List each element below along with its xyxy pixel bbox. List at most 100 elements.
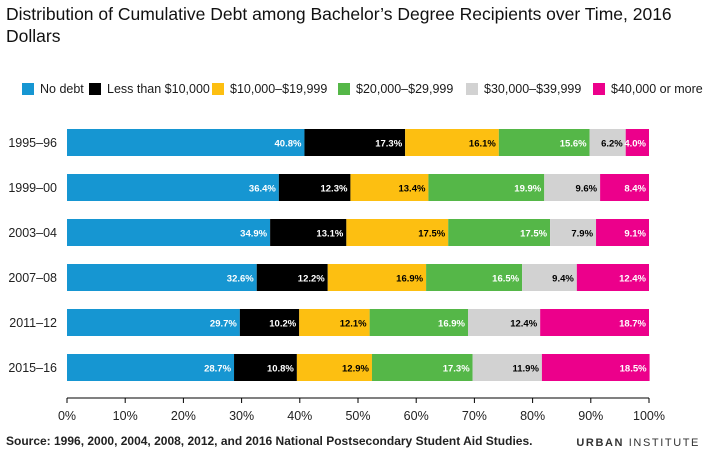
category-label: 2011–12: [9, 316, 57, 330]
data-label: 12.3%: [320, 183, 347, 194]
bar-segment: [426, 264, 523, 291]
legend-label: $40,000 or more: [611, 82, 703, 96]
urban-institute-logo: URBAN INSTITUTE: [576, 437, 700, 449]
bar-segment: [67, 174, 279, 201]
data-label: 15.6%: [560, 138, 587, 149]
legend-swatch: [212, 83, 224, 95]
bar-segment: [596, 219, 649, 246]
bar-segment: [405, 129, 499, 156]
data-label: 16.1%: [469, 138, 496, 149]
legend-swatch: [22, 83, 34, 95]
bar-segment: [67, 264, 257, 291]
bar-segment: [327, 264, 427, 291]
data-label: 32.6%: [227, 273, 254, 284]
bar-segment: [544, 174, 601, 201]
category-label: 2007–08: [8, 271, 57, 285]
data-label: 16.9%: [438, 318, 465, 329]
brand-light: INSTITUTE: [628, 437, 700, 449]
legend-swatch: [338, 83, 350, 95]
data-label: 34.9%: [240, 228, 267, 239]
bar-segment: [576, 264, 649, 291]
bar-segment: [369, 309, 468, 336]
data-label: 9.1%: [624, 228, 646, 239]
bar-segment: [589, 129, 626, 156]
data-label: 4.0%: [624, 138, 646, 149]
x-tick-label: 60%: [404, 409, 429, 423]
bar-segment: [67, 129, 305, 156]
legend-item: $40,000 or more: [593, 82, 703, 96]
data-label: 7.9%: [571, 228, 593, 239]
bar-segment: [498, 129, 590, 156]
data-label: 18.7%: [619, 318, 646, 329]
bar-segment: [472, 354, 542, 381]
data-label: 8.4%: [624, 183, 646, 194]
bar-segment: [350, 174, 429, 201]
category-label: 1995–96: [8, 136, 57, 150]
legend-item: $20,000–$29,999: [338, 82, 453, 96]
bar-segment: [304, 129, 406, 156]
data-label: 17.3%: [375, 138, 402, 149]
data-label: 9.4%: [552, 273, 574, 284]
legend-label: Less than $10,000: [107, 82, 210, 96]
data-label: 17.3%: [443, 363, 470, 374]
bar-segment: [428, 174, 545, 201]
x-tick-label: 70%: [462, 409, 487, 423]
data-label: 9.6%: [575, 183, 597, 194]
bar-segment: [625, 129, 649, 156]
bar-segment: [234, 354, 297, 381]
bar-segment: [270, 219, 347, 246]
bar-segment: [296, 354, 372, 381]
legend-swatch: [593, 83, 605, 95]
bar-segment: [448, 219, 551, 246]
legend-label: No debt: [40, 82, 84, 96]
data-label: 36.4%: [249, 183, 276, 194]
brand-bold: URBAN: [576, 437, 625, 449]
x-tick-label: 80%: [520, 409, 545, 423]
x-tick-label: 40%: [287, 409, 312, 423]
category-label: 2015–16: [8, 361, 57, 375]
x-tick-label: 20%: [171, 409, 196, 423]
x-tick-label: 50%: [345, 409, 370, 423]
data-label: 28.7%: [204, 363, 231, 374]
category-label: 2003–04: [8, 226, 57, 240]
legend-item: $10,000–$19,999: [212, 82, 327, 96]
bar-segment: [467, 309, 541, 336]
category-label: 1999–00: [8, 181, 57, 195]
bar-segment: [67, 309, 240, 336]
data-label: 12.1%: [340, 318, 367, 329]
data-label: 12.2%: [298, 273, 325, 284]
data-label: 12.4%: [619, 273, 646, 284]
bar-segment: [256, 264, 328, 291]
bar-segment: [346, 219, 449, 246]
x-tick-label: 30%: [229, 409, 254, 423]
data-label: 19.9%: [514, 183, 541, 194]
x-tick-label: 0%: [58, 409, 76, 423]
legend-label: $30,000–$39,999: [484, 82, 582, 96]
bar-segment: [67, 219, 271, 246]
chart-title: Distribution of Cumulative Debt among Ba…: [6, 4, 672, 46]
data-label: 13.4%: [398, 183, 425, 194]
bar-segment: [541, 354, 650, 381]
data-label: 16.9%: [396, 273, 423, 284]
bar-segment: [540, 309, 649, 336]
legend-label: $10,000–$19,999: [230, 82, 328, 96]
data-label: 11.9%: [512, 363, 539, 374]
legend-swatch: [466, 83, 478, 95]
data-label: 10.2%: [269, 318, 296, 329]
data-label: 12.9%: [342, 363, 369, 374]
data-label: 12.4%: [510, 318, 537, 329]
bar-segment: [600, 174, 649, 201]
x-tick-label: 10%: [113, 409, 138, 423]
data-label: 18.5%: [620, 363, 647, 374]
legend-item: Less than $10,000: [89, 82, 210, 96]
bar-segment: [522, 264, 577, 291]
source-note: Source: 1996, 2000, 2004, 2008, 2012, an…: [6, 434, 533, 448]
data-label: 29.7%: [210, 318, 237, 329]
legend: No debt Less than $10,000 $10,000–$19,999 $…: [22, 82, 703, 98]
bar-segment: [67, 354, 235, 381]
legend-label: $20,000–$29,999: [356, 82, 454, 96]
legend-item: $30,000–$39,999: [466, 82, 581, 96]
bar-segment: [371, 354, 473, 381]
data-label: 13.1%: [316, 228, 343, 239]
